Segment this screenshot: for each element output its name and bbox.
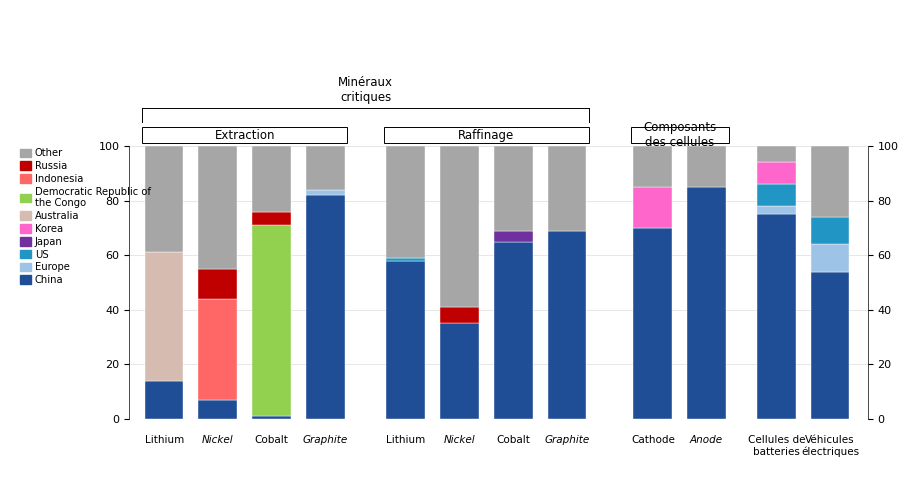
Text: Cobalt: Cobalt: [255, 435, 289, 445]
Text: Minéraux
critiques: Minéraux critiques: [338, 76, 393, 104]
Text: Raffinage: Raffinage: [458, 129, 514, 142]
Bar: [252, 416, 291, 419]
Bar: [810, 244, 849, 272]
Bar: [494, 231, 533, 242]
Bar: [688, 187, 725, 419]
Bar: [387, 261, 426, 419]
Text: Nickel: Nickel: [202, 435, 234, 445]
Bar: [387, 146, 426, 258]
Bar: [757, 163, 796, 184]
Bar: [757, 184, 796, 206]
Bar: [252, 211, 291, 225]
Bar: [547, 231, 586, 419]
Text: Graphite: Graphite: [545, 435, 590, 445]
Bar: [440, 146, 479, 307]
Bar: [494, 146, 533, 231]
Bar: [494, 242, 533, 419]
Bar: [145, 146, 184, 252]
Bar: [145, 381, 184, 419]
Bar: [757, 214, 796, 419]
Text: Extraction: Extraction: [214, 129, 275, 142]
Bar: [633, 187, 672, 228]
Text: Cobalt: Cobalt: [497, 435, 530, 445]
Text: Véhicules
électriques: Véhicules électriques: [801, 435, 859, 457]
Text: Cathode: Cathode: [631, 435, 675, 445]
Text: Graphite: Graphite: [303, 435, 348, 445]
Bar: [142, 127, 347, 143]
Bar: [757, 206, 796, 214]
Bar: [384, 127, 589, 143]
Bar: [252, 225, 291, 416]
Text: Lithium: Lithium: [386, 435, 426, 445]
Bar: [633, 146, 672, 187]
Text: Anode: Anode: [690, 435, 723, 445]
Bar: [198, 146, 237, 269]
Bar: [688, 146, 725, 187]
Bar: [306, 195, 344, 419]
Bar: [306, 190, 344, 195]
Bar: [145, 252, 184, 381]
Bar: [198, 299, 237, 400]
Bar: [810, 146, 849, 217]
Bar: [547, 146, 586, 231]
Text: Composants
des cellules: Composants des cellules: [643, 121, 716, 149]
Text: Lithium: Lithium: [145, 435, 184, 445]
Bar: [630, 127, 728, 143]
Bar: [306, 146, 344, 190]
Bar: [198, 400, 237, 419]
Legend: Other, Russia, Indonesia, Democratic Republic of
the Congo, Australia, Korea, Ja: Other, Russia, Indonesia, Democratic Rep…: [19, 149, 150, 285]
Bar: [198, 269, 237, 299]
Bar: [757, 146, 796, 163]
Bar: [387, 258, 426, 261]
Bar: [810, 217, 849, 244]
Bar: [252, 146, 291, 211]
Bar: [810, 272, 849, 419]
Bar: [440, 307, 479, 323]
Bar: [440, 323, 479, 419]
Text: Cellules de
batteries: Cellules de batteries: [748, 435, 805, 457]
Bar: [633, 228, 672, 419]
Text: Nickel: Nickel: [444, 435, 475, 445]
